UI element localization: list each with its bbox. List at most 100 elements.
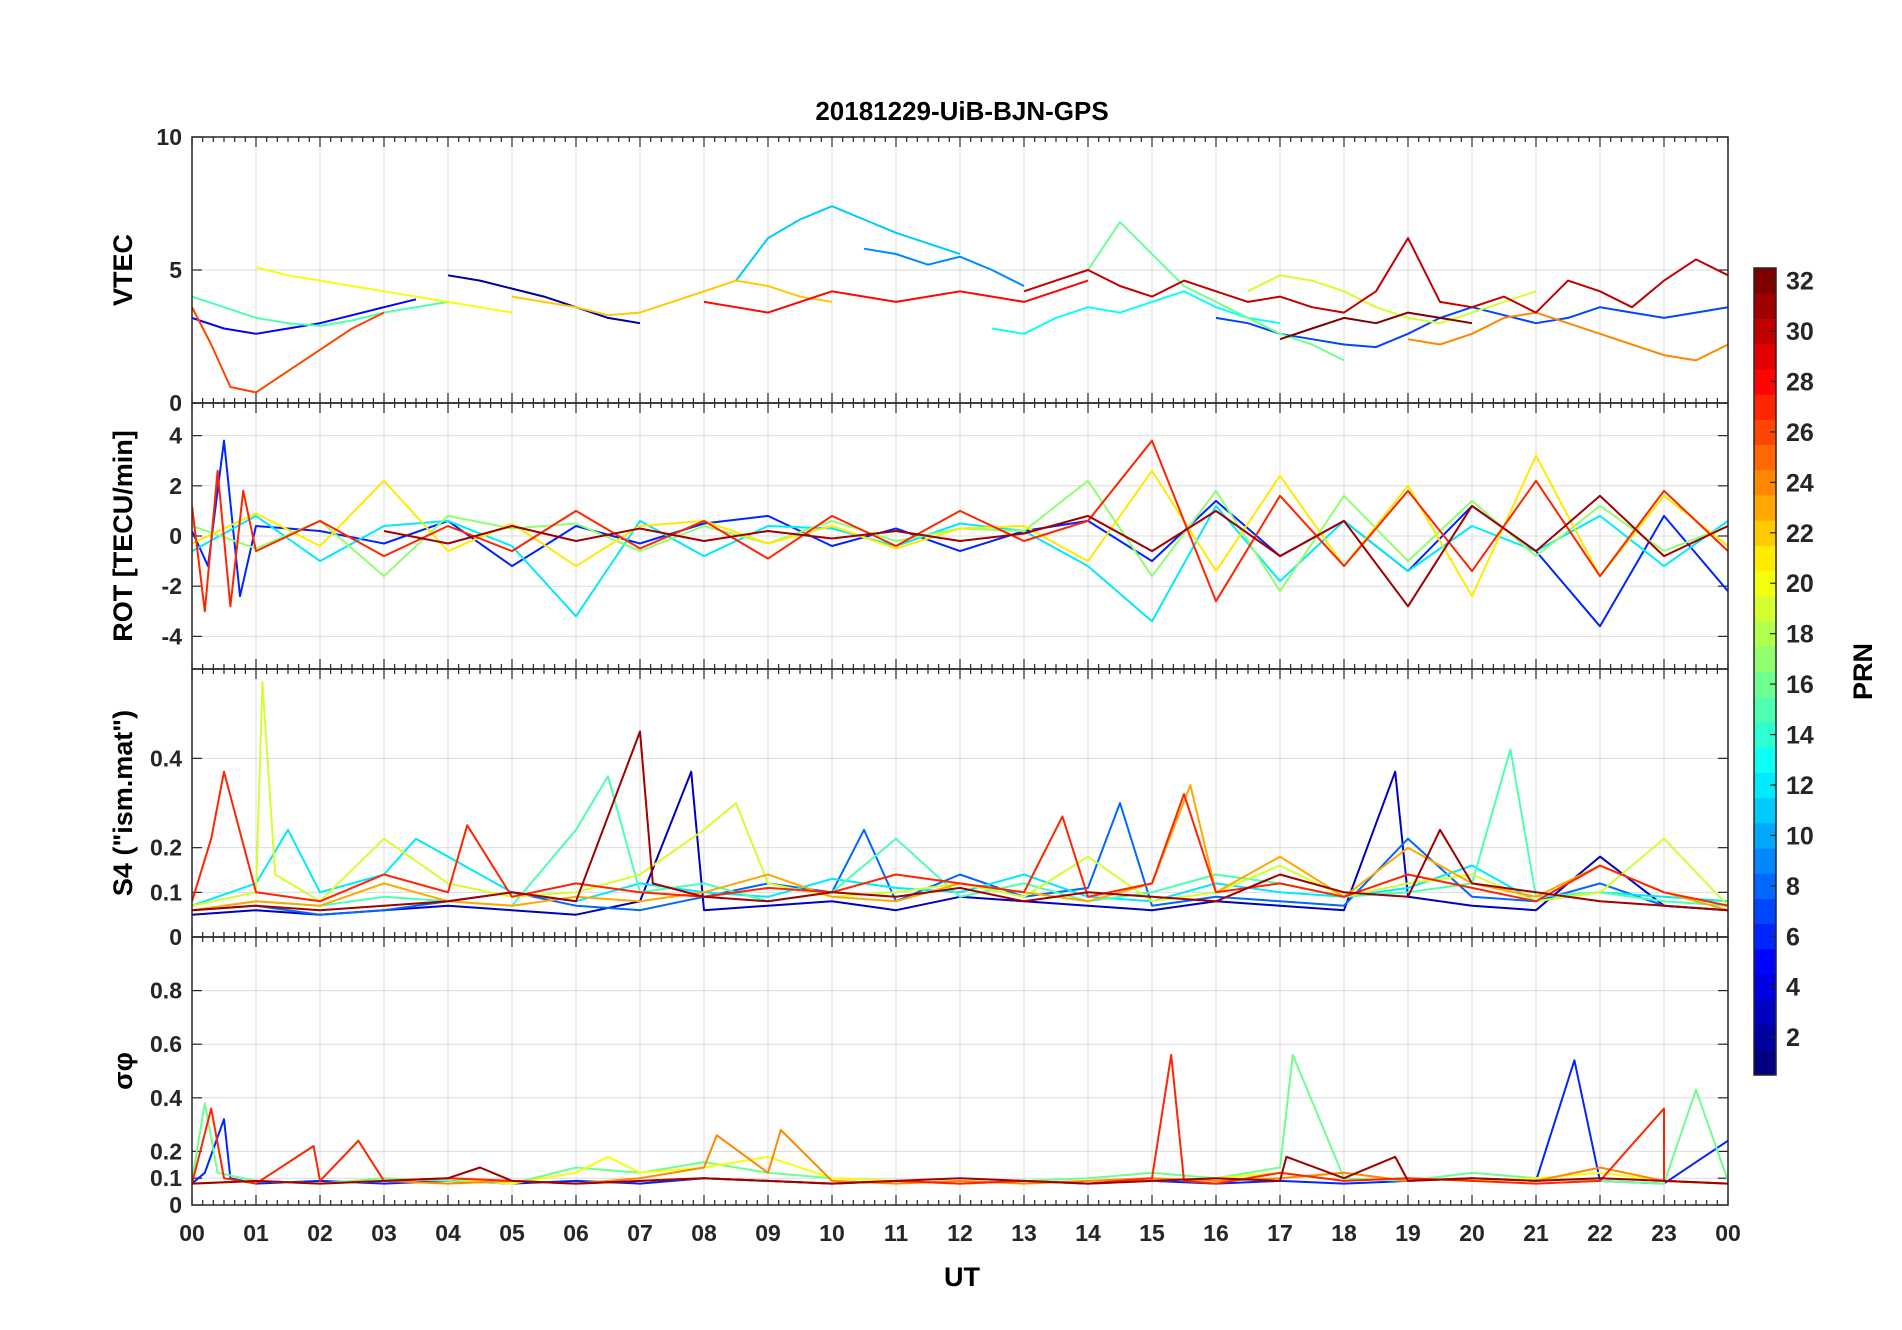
series-line-prn-20 xyxy=(255,266,513,314)
colorbar-tick-label: 24 xyxy=(1786,469,1814,497)
colorbar-segment xyxy=(1754,318,1776,345)
series-line-prn-31 xyxy=(383,494,1728,608)
series-group xyxy=(192,681,1728,916)
panel-frame xyxy=(191,936,1729,1206)
colorbar-segment xyxy=(1754,848,1776,874)
colorbar-tick-label: 30 xyxy=(1786,318,1814,346)
colorbar-tick-label: 32 xyxy=(1786,268,1814,296)
series-group xyxy=(192,1053,1728,1185)
colorbar-segment xyxy=(1754,772,1776,799)
colorbar-tick-label: 22 xyxy=(1786,520,1814,548)
x-tick-label: 16 xyxy=(1203,1220,1229,1246)
y-tick-label: 0 xyxy=(169,523,182,549)
colorbar-segment xyxy=(1754,368,1776,395)
series-group xyxy=(192,205,1728,394)
colorbar-segment xyxy=(1754,444,1776,471)
colorbar-tick-label: 6 xyxy=(1786,923,1800,951)
x-tick-label: 20 xyxy=(1459,1220,1485,1246)
y-tick-label: 0 xyxy=(169,924,182,950)
colorbar-segment xyxy=(1754,797,1776,824)
colorbar-tick-label: 10 xyxy=(1786,822,1814,850)
x-tick-label: 00 xyxy=(179,1220,205,1246)
x-tick-label: 21 xyxy=(1523,1220,1549,1246)
series-line-prn-28 xyxy=(703,279,1089,314)
y-tick-label: 0.6 xyxy=(150,1031,182,1057)
colorbar-tick-label: 4 xyxy=(1786,974,1800,1002)
x-axis-label: UT xyxy=(944,1262,980,1292)
y-axis-label-vtec: VTEC xyxy=(108,234,138,306)
colorbar-segment xyxy=(1754,923,1776,950)
series-line-prn-31 xyxy=(192,1155,1728,1185)
colorbar-tick-label: 14 xyxy=(1786,722,1814,750)
series-line-prn-11 xyxy=(735,205,961,282)
colorbar-tick-label: 26 xyxy=(1786,419,1814,447)
series-line-prn-30 xyxy=(1023,237,1728,314)
y-tick-label: 0.4 xyxy=(150,745,182,771)
colorbar-segment xyxy=(1754,595,1776,622)
colorbar-segment xyxy=(1754,545,1776,572)
panel-rot: -4 -2 0 2 4 ROT [TECU/min] xyxy=(108,402,1729,670)
colorbar-segment xyxy=(1754,520,1776,546)
y-tick-label: -2 xyxy=(162,573,182,599)
y-tick-label: 0.4 xyxy=(150,1085,182,1111)
colorbar-tick-label: 8 xyxy=(1786,873,1800,901)
series-line-prn-16 xyxy=(1087,221,1345,362)
y-tick-label: 0.2 xyxy=(150,835,182,861)
x-tick-label: 13 xyxy=(1011,1220,1037,1246)
colorbar-segment xyxy=(1754,419,1776,446)
chart-title: 20181229-UiB-BJN-GPS xyxy=(815,96,1108,126)
series-line-prn-12 xyxy=(192,504,1728,623)
x-tick-label: 10 xyxy=(819,1220,845,1246)
series-group xyxy=(192,439,1728,628)
series-line-prn-5 xyxy=(192,298,417,335)
colorbar-segment xyxy=(1754,394,1776,420)
x-tick-label: 01 xyxy=(243,1220,269,1246)
series-line-prn-22 xyxy=(511,279,833,317)
colorbar-segment xyxy=(1754,1024,1776,1051)
series-line-prn-31 xyxy=(192,730,1728,912)
series-line-prn-27 xyxy=(192,1053,1728,1185)
series-line-prn-21 xyxy=(192,454,1728,598)
y-tick-label: 0 xyxy=(169,1192,182,1218)
x-tick-label: 09 xyxy=(755,1220,781,1246)
y-tick-label: 4 xyxy=(169,423,182,449)
y-tick-label: 5 xyxy=(169,257,182,283)
y-axis-label-sigma_phi: σφ xyxy=(108,1052,138,1090)
panel-vtec: 0 5 10 VTEC xyxy=(108,124,1729,416)
y-axis-label-rot: ROT [TECU/min] xyxy=(108,430,138,641)
y-axis-label-s4: S4 ("ism.mat") xyxy=(108,710,138,896)
colorbar-tick-label: 28 xyxy=(1786,368,1814,396)
y-tick-label: 2 xyxy=(169,473,182,499)
colorbar-tick-label: 2 xyxy=(1786,1024,1800,1052)
colorbar-segment xyxy=(1754,721,1776,748)
y-tick-label: 0.2 xyxy=(150,1138,182,1164)
x-tick-label: 18 xyxy=(1331,1220,1357,1246)
y-tick-label: 0 xyxy=(169,390,182,416)
colorbar-segment xyxy=(1754,621,1776,647)
y-tick-label: 0.8 xyxy=(150,978,182,1004)
colorbar-segment xyxy=(1754,747,1776,773)
x-tick-label: 15 xyxy=(1139,1220,1165,1246)
series-line-prn-15 xyxy=(192,295,449,327)
y-tick-label: 10 xyxy=(156,124,182,150)
panel-s4: 0 0.1 0.2 0.4 S4 ("ism.mat") xyxy=(108,668,1729,950)
y-tick-label: 0.1 xyxy=(150,1165,182,1191)
x-tick-label: 23 xyxy=(1651,1220,1677,1246)
series-line-prn-12 xyxy=(192,828,1728,907)
series-line-prn-24 xyxy=(1407,311,1728,362)
series-line-prn-32 xyxy=(1279,311,1473,341)
x-tick-label: 03 xyxy=(371,1220,397,1246)
panel-sigma_phi: 00.10.2 0.4 0.6 0.8 σφ 00 01 02 03 04 05 06 07 08 09 10… xyxy=(108,936,1741,1246)
x-tick-label: 06 xyxy=(563,1220,589,1246)
series-line-prn-19 xyxy=(1247,274,1537,325)
colorbar-segment xyxy=(1754,293,1776,319)
colorbar-segment xyxy=(1754,898,1776,925)
x-tick-label: 14 xyxy=(1075,1220,1101,1246)
series-line-prn-9 xyxy=(863,247,1025,287)
x-tick-label: 17 xyxy=(1267,1220,1293,1246)
x-tick-label: 04 xyxy=(435,1220,461,1246)
colorbar-segment xyxy=(1754,570,1776,597)
x-tick-label: 08 xyxy=(691,1220,717,1246)
